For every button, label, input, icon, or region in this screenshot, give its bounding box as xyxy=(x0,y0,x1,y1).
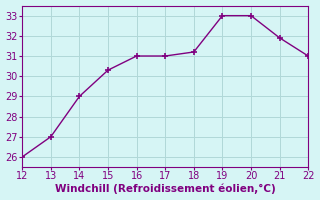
X-axis label: Windchill (Refroidissement éolien,°C): Windchill (Refroidissement éolien,°C) xyxy=(55,184,276,194)
